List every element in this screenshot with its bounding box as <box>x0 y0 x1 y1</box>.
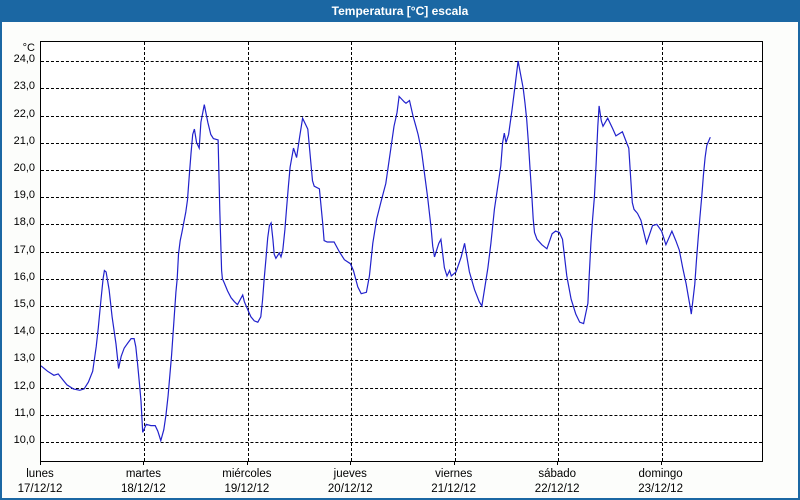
x-day-label-jueves: jueves <box>333 468 367 480</box>
x-date-label-viernes: 21/12/12 <box>431 483 477 495</box>
x-day-label-viernes: viernes <box>435 468 473 480</box>
x-day-label-lunes: lunes <box>26 468 54 480</box>
v-gridline-day-1 <box>144 42 146 461</box>
x-tick-lunes <box>40 461 41 465</box>
y-tick-label-12: 12,0 <box>13 379 35 392</box>
x-date-label-jueves: 20/12/12 <box>327 483 373 495</box>
temperature-series-line <box>41 60 711 443</box>
y-tick-label-14: 14,0 <box>13 325 35 338</box>
h-gridline-20 <box>41 169 762 171</box>
v-gridline-day-4 <box>454 42 456 461</box>
x-tick-viernes <box>453 461 455 465</box>
y-tick-label-23: 23,0 <box>13 80 35 93</box>
h-gridline-19 <box>41 197 762 199</box>
x-tick-martes <box>143 461 145 465</box>
h-gridline-21 <box>41 142 762 144</box>
h-gridline-24 <box>41 61 762 62</box>
x-date-label-miércoles: 19/12/12 <box>224 483 270 495</box>
h-gridline-14 <box>41 333 762 335</box>
h-gridline-13 <box>41 360 762 362</box>
v-gridline-day-5 <box>558 42 560 461</box>
x-tick-sábado <box>557 461 559 465</box>
v-gridline-day-3 <box>351 42 353 461</box>
x-date-label-lunes: 17/12/12 <box>17 483 63 495</box>
x-day-label-domingo: domingo <box>638 468 683 480</box>
h-gridline-18 <box>41 224 762 226</box>
y-tick-label-16: 16,0 <box>13 270 35 283</box>
x-date-label-martes: 18/12/12 <box>121 483 166 495</box>
y-tick-label-19: 19,0 <box>13 189 35 202</box>
h-gridline-15 <box>41 305 762 307</box>
h-gridline-12 <box>41 387 762 389</box>
v-gridline-day-2 <box>247 42 249 461</box>
y-axis-unit-label: °C <box>22 42 35 54</box>
h-gridline-16 <box>41 278 762 280</box>
plot-area <box>40 41 763 462</box>
x-date-label-domingo: 23/12/12 <box>638 483 683 495</box>
y-tick-label-13: 13,0 <box>13 352 35 365</box>
y-tick-label-24: 24,0 <box>13 53 35 65</box>
y-tick-label-17: 17,0 <box>13 243 35 256</box>
v-gridline-day-6 <box>661 42 663 461</box>
x-date-label-sábado: 22/12/12 <box>534 483 580 495</box>
y-tick-label-11: 11,0 <box>14 406 35 419</box>
y-tick-label-18: 18,0 <box>13 216 35 229</box>
temperature-chart-canvas <box>41 60 711 443</box>
h-gridline-17 <box>41 251 762 253</box>
x-day-label-miércoles: miércoles <box>222 468 272 480</box>
h-gridline-23 <box>41 88 762 90</box>
x-day-label-martes: martes <box>125 468 161 480</box>
y-tick-label-15: 15,0 <box>13 297 35 310</box>
y-tick-label-10: 10,0 <box>13 434 35 446</box>
h-gridline-10 <box>41 442 762 443</box>
y-tick-label-20: 20,0 <box>13 161 35 174</box>
x-day-label-sábado: sábado <box>538 468 577 480</box>
x-tick-miércoles <box>246 461 248 465</box>
y-tick-label-22: 22,0 <box>13 107 35 120</box>
y-tick-label-21: 21,0 <box>13 134 35 147</box>
title-bar: Temperatura [°C] escala <box>0 0 800 22</box>
h-gridline-11 <box>41 414 762 416</box>
x-tick-domingo <box>660 461 662 465</box>
h-gridline-22 <box>41 115 762 117</box>
x-tick-jueves <box>350 461 352 465</box>
chart-title: Temperatura [°C] escala <box>331 4 469 18</box>
